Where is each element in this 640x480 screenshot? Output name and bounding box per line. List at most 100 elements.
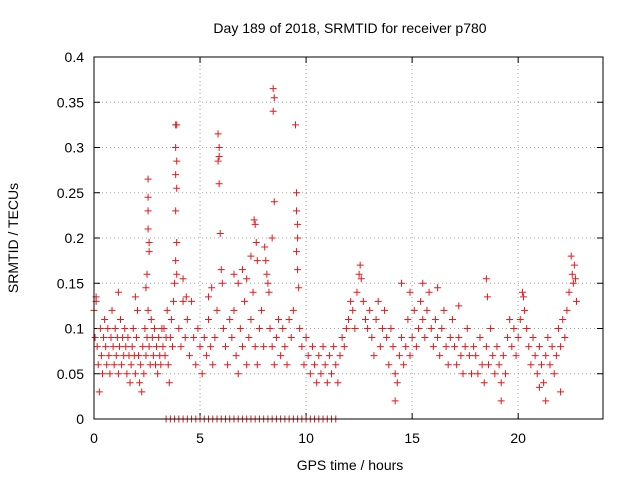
- data-point: [398, 334, 406, 342]
- data-point: [328, 370, 336, 378]
- data-point: [287, 334, 295, 342]
- data-point: [243, 361, 251, 369]
- data-point: [474, 370, 482, 378]
- data-point: [126, 379, 134, 387]
- data-point: [91, 334, 99, 342]
- data-point: [521, 306, 529, 314]
- data-point: [249, 288, 257, 296]
- data-point: [133, 306, 141, 314]
- data-point: [145, 248, 153, 256]
- data-point: [487, 325, 495, 332]
- data-point: [510, 325, 518, 332]
- data-point: [570, 261, 578, 269]
- data-point: [117, 315, 125, 323]
- data-point: [319, 343, 327, 351]
- x-tick-label: 0: [90, 430, 98, 446]
- data-point: [230, 270, 238, 278]
- data-point: [482, 275, 490, 283]
- data-point: [115, 343, 123, 351]
- data-point: [122, 343, 130, 351]
- data-point: [559, 315, 567, 323]
- data-point: [398, 279, 406, 287]
- data-point: [448, 315, 456, 323]
- data-point: [408, 334, 416, 342]
- data-point: [451, 343, 459, 351]
- data-point: [144, 207, 152, 215]
- data-point: [569, 279, 577, 287]
- data-point: [163, 306, 171, 314]
- data-point: [157, 361, 165, 369]
- data-point: [168, 343, 176, 351]
- data-point: [533, 370, 541, 378]
- data-point: [214, 157, 222, 165]
- data-point: [265, 288, 273, 296]
- data-point: [425, 288, 433, 296]
- data-point: [406, 288, 414, 296]
- y-tick-label: 0.35: [57, 94, 84, 110]
- data-point: [253, 257, 261, 265]
- data-point: [313, 379, 321, 387]
- data-point: [355, 270, 363, 278]
- data-point: [404, 315, 412, 323]
- data-point: [234, 279, 242, 287]
- data-point: [359, 297, 367, 305]
- y-axis-ticks: 0 0.05 0.1 0.15 0.2 0.25 0.3 0.35 0.4: [57, 49, 603, 427]
- data-point: [270, 94, 278, 102]
- data-point: [183, 315, 191, 323]
- data-point: [251, 220, 259, 228]
- data-point: [205, 315, 213, 323]
- data-point: [124, 334, 132, 342]
- data-point: [153, 343, 161, 351]
- data-point: [495, 361, 503, 369]
- data-point: [519, 293, 527, 301]
- data-point: [391, 370, 399, 378]
- data-point: [139, 343, 147, 351]
- data-point: [114, 288, 122, 296]
- data-point: [215, 153, 223, 161]
- data-point: [144, 175, 152, 183]
- data-point: [525, 343, 533, 351]
- data-point: [518, 288, 526, 296]
- data-point: [207, 343, 215, 351]
- data-point: [546, 361, 554, 369]
- data-point: [145, 343, 153, 351]
- data-point: [410, 306, 418, 314]
- data-point: [338, 334, 346, 342]
- data-point: [179, 275, 187, 283]
- data-point: [497, 379, 505, 387]
- data-point: [571, 275, 579, 283]
- data-point: [453, 361, 461, 369]
- data-point: [131, 293, 139, 301]
- data-point: [294, 266, 302, 274]
- data-point: [366, 306, 374, 314]
- data-point: [144, 225, 152, 233]
- data-point: [170, 297, 178, 305]
- data-point: [368, 334, 376, 342]
- data-point: [269, 85, 277, 93]
- data-point: [109, 343, 117, 351]
- data-point: [101, 315, 109, 323]
- data-point: [110, 361, 118, 369]
- data-point: [138, 388, 146, 396]
- data-point: [417, 297, 425, 305]
- data-point: [334, 379, 342, 387]
- data-point: [444, 361, 452, 369]
- data-point: [537, 361, 545, 369]
- data-point: [266, 325, 274, 332]
- data-point: [376, 343, 384, 351]
- data-point: [277, 352, 285, 360]
- data-point: [489, 352, 497, 360]
- data-point: [293, 248, 301, 256]
- data-point: [102, 343, 110, 351]
- data-point: [482, 343, 490, 351]
- data-point: [202, 352, 210, 360]
- data-point: [442, 343, 450, 351]
- data-point: [561, 334, 569, 342]
- data-point: [374, 297, 382, 305]
- data-point: [468, 370, 476, 378]
- x-tick-label: 15: [404, 430, 420, 446]
- data-point: [499, 352, 507, 360]
- data-point: [149, 352, 157, 360]
- data-point: [268, 343, 276, 351]
- data-point: [325, 352, 333, 360]
